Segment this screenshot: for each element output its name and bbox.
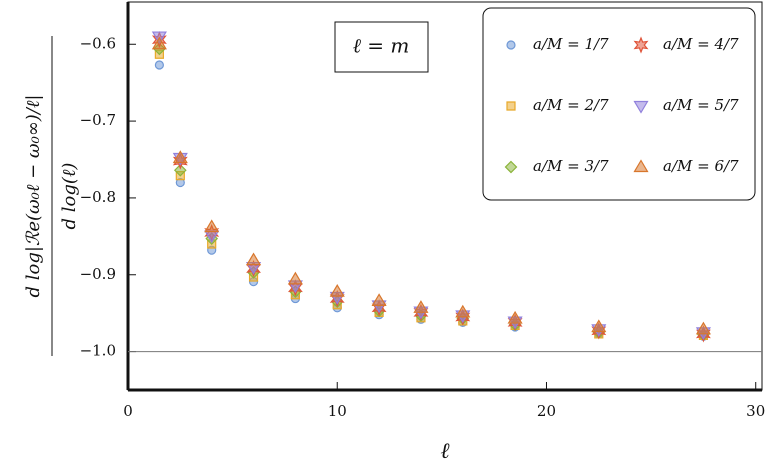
y-axis-label: d log|ℛe(ω₀ℓ − ω₀∞)/ℓ| d log(ℓ) xyxy=(23,36,80,356)
marker xyxy=(287,271,303,285)
marker xyxy=(154,60,164,70)
y-tick-label: −0.8 xyxy=(80,188,116,206)
y-tick-label: −0.7 xyxy=(80,111,116,129)
y-label-numerator: d log|ℛe(ω₀ℓ − ω₀∞)/ℓ| xyxy=(23,95,44,298)
y-tick-label: −0.6 xyxy=(80,34,116,52)
x-tick-label: 30 xyxy=(746,402,765,420)
legend-marker xyxy=(633,100,649,114)
legend-marker xyxy=(633,36,649,54)
legend-marker xyxy=(504,160,518,174)
annotation: ℓ = m xyxy=(353,34,410,58)
marker xyxy=(455,304,471,318)
marker xyxy=(172,150,188,164)
marker xyxy=(151,36,167,50)
y-tick-label: −1.0 xyxy=(80,342,116,360)
legend-marker xyxy=(506,101,516,111)
x-tick-label: 10 xyxy=(328,402,347,420)
legend-label: a/M = 5/7 xyxy=(663,96,739,114)
x-tick-label: 20 xyxy=(537,402,556,420)
x-axis-label: ℓ xyxy=(440,439,450,464)
marker xyxy=(695,321,711,335)
legend-box xyxy=(482,7,756,201)
marker xyxy=(173,163,187,177)
x-tick-label: 0 xyxy=(123,402,133,420)
legend-marker xyxy=(506,40,516,50)
marker xyxy=(413,300,429,313)
marker xyxy=(507,310,523,324)
marker xyxy=(245,252,262,266)
marker xyxy=(591,319,607,333)
legend-marker xyxy=(633,159,649,173)
legend-label: a/M = 2/7 xyxy=(533,96,609,114)
y-label-denominator: d log(ℓ) xyxy=(59,163,80,230)
legend-label: a/M = 1/7 xyxy=(533,35,609,53)
legend-label: a/M = 3/7 xyxy=(533,157,609,175)
marker xyxy=(204,219,220,233)
y-tick-label: −0.9 xyxy=(80,265,116,283)
annotation-box xyxy=(334,21,429,73)
marker xyxy=(371,293,387,306)
marker xyxy=(329,283,345,297)
legend-label: a/M = 6/7 xyxy=(663,157,739,175)
legend-label: a/M = 4/7 xyxy=(663,35,739,53)
